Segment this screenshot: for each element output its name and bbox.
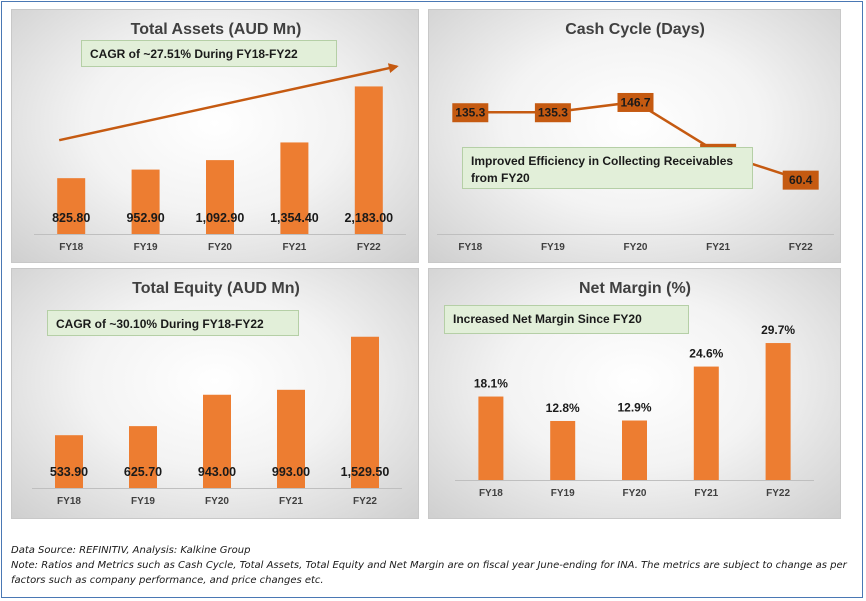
cagr-trend-arrow — [58, 63, 399, 142]
data-label: 1,092.90 — [196, 211, 245, 225]
data-label: 135.3 — [455, 106, 485, 120]
x-tick-label: FY18 — [57, 496, 81, 507]
net-margin-svg: Net Margin (%) FY18 FY19 FY20 FY21 FY22 18.1%… — [455, 280, 814, 499]
x-tick-label: FY19 — [134, 242, 158, 253]
total-equity-plot: FY18 FY19 FY20 FY21 FY22 533.90 625.70 943.00 99… — [32, 336, 402, 507]
x-tick-label: FY18 — [479, 488, 503, 499]
bar-fy21 — [277, 389, 305, 488]
data-label: 952.90 — [126, 211, 164, 225]
cash-cycle-svg: Cash Cycle (Days) FY18 FY19 FY20 FY21 FY22 13… — [437, 21, 834, 253]
data-label: 12.9% — [617, 401, 651, 415]
data-label: 625.70 — [124, 465, 162, 479]
bar-fy18 — [478, 396, 504, 480]
total-assets-chart: Total Assets (AUD Mn) FY18 FY19 FY20 FY21 FY… — [11, 9, 419, 263]
bar-fy22 — [765, 343, 791, 480]
data-label: 943.00 — [198, 465, 236, 479]
net-margin-callout: Increased Net Margin Since FY20 — [444, 305, 689, 334]
data-label: 825.80 — [52, 211, 90, 225]
total-equity-cagr-callout: CAGR of ~30.10% During FY18-FY22 — [47, 310, 299, 336]
x-tick-label: FY21 — [282, 242, 306, 253]
footnote-text: Note: Ratios and Metrics such as Cash Cy… — [11, 560, 847, 586]
data-label: 1,354.40 — [270, 211, 319, 225]
x-tick-label: FY21 — [279, 496, 303, 507]
x-tick-label: FY22 — [766, 488, 790, 499]
x-tick-label: FY20 — [205, 496, 229, 507]
data-label: 1,529.50 — [341, 465, 390, 479]
bar-fy21 — [693, 366, 719, 480]
net-margin-title: Net Margin (%) — [579, 280, 691, 297]
data-label: 135.3 — [538, 106, 568, 120]
x-tick-label: FY22 — [789, 242, 813, 253]
data-label: 146.7 — [620, 95, 650, 109]
total-equity-svg: Total Equity (AUD Mn) FY18 FY19 FY20 FY21 FY… — [32, 280, 402, 507]
total-assets-title: Total Assets (AUD Mn) — [131, 21, 302, 38]
data-label: 24.6% — [689, 347, 723, 361]
bar-fy20 — [206, 160, 234, 234]
bar-fy20 — [622, 420, 647, 480]
bar-fy18 — [55, 435, 83, 488]
x-tick-label: FY19 — [541, 242, 565, 253]
x-tick-label: FY20 — [624, 242, 648, 253]
bar-fy22 — [351, 336, 379, 488]
x-tick-label: FY22 — [357, 242, 381, 253]
data-point-marker — [534, 103, 571, 123]
bar-fy22 — [354, 86, 383, 234]
bar-fy19 — [550, 420, 576, 480]
data-point-marker — [452, 103, 489, 123]
total-assets-plot: FY18 FY19 FY20 FY21 FY22 825.80 952.90 1,092.90… — [34, 63, 406, 253]
data-point-marker — [617, 92, 654, 112]
data-point-marker — [782, 170, 819, 190]
total-equity-title: Total Equity (AUD Mn) — [132, 280, 300, 297]
data-label: 18.1% — [474, 377, 508, 391]
total-assets-svg: Total Assets (AUD Mn) FY18 FY19 FY20 FY21 FY… — [34, 21, 406, 253]
data-source-text: Data Source: REFINITIV, Analysis: Kalkin… — [11, 545, 251, 556]
data-label: 533.90 — [50, 465, 88, 479]
x-tick-label: FY19 — [551, 488, 575, 499]
cash-cycle-chart: Cash Cycle (Days) FY18 FY19 FY20 FY21 FY22 13… — [428, 9, 841, 263]
cash-cycle-title: Cash Cycle (Days) — [565, 21, 705, 38]
data-label: 60.4 — [789, 173, 813, 187]
x-tick-label: FY21 — [694, 488, 718, 499]
x-tick-label: FY22 — [353, 496, 377, 507]
x-tick-label: FY18 — [59, 242, 83, 253]
total-equity-chart: Total Equity (AUD Mn) FY18 FY19 FY20 FY21 FY… — [11, 268, 419, 519]
data-label: 12.8% — [546, 401, 580, 415]
x-tick-label: FY21 — [706, 242, 730, 253]
x-tick-label: FY19 — [131, 496, 155, 507]
bar-fy20 — [203, 394, 231, 488]
cash-cycle-callout: Improved Efficiency in Collecting Receiv… — [462, 147, 753, 189]
bar-fy18 — [57, 178, 86, 234]
bar-fy21 — [280, 142, 309, 234]
net-margin-plot: FY18 FY19 FY20 FY21 FY22 18.1% 12.8% 12.9% 24.6%… — [455, 323, 814, 499]
bar-fy19 — [131, 169, 160, 234]
total-assets-cagr-callout: CAGR of ~27.51% During FY18-FY22 — [81, 40, 337, 67]
x-tick-label: FY18 — [458, 242, 482, 253]
x-tick-label: FY20 — [208, 242, 232, 253]
net-margin-chart: Net Margin (%) FY18 FY19 FY20 FY21 FY22 18.1%… — [428, 268, 841, 519]
data-label: 993.00 — [272, 465, 310, 479]
data-label: 2,183.00 — [344, 211, 393, 225]
chart-footer: Data Source: REFINITIV, Analysis: Kalkin… — [11, 543, 861, 588]
x-tick-label: FY20 — [623, 488, 647, 499]
data-label: 29.7% — [761, 323, 795, 337]
bar-fy19 — [129, 426, 157, 488]
